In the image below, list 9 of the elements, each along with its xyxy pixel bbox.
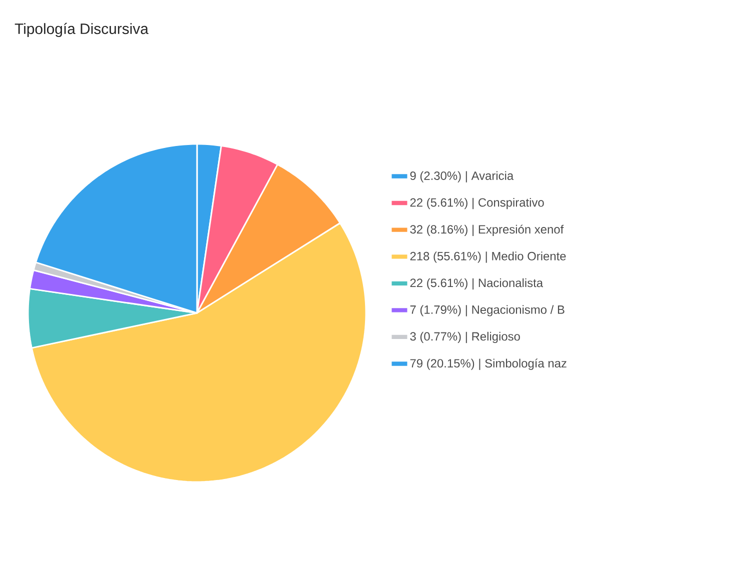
legend-label: 7 (1.79%) | Negacionismo / B [410, 305, 564, 316]
legend-label: 32 (8.16%) | Expresión xenof [410, 224, 564, 236]
chart-title: Tipología Discursiva [14, 22, 148, 38]
legend-label: 218 (55.61%) | Medio Oriente [410, 252, 566, 263]
legend-label: 9 (2.30%) | Avaricia [410, 171, 514, 182]
legend-label: 79 (20.15%) | Simbología naz [410, 358, 566, 370]
legend-label: 3 (0.77%) | Religioso [410, 332, 520, 344]
legend-label: 22 (5.61%) | Nacionalista [410, 278, 544, 290]
legend-label: 22 (5.61%) | Conspirativo [410, 198, 544, 210]
